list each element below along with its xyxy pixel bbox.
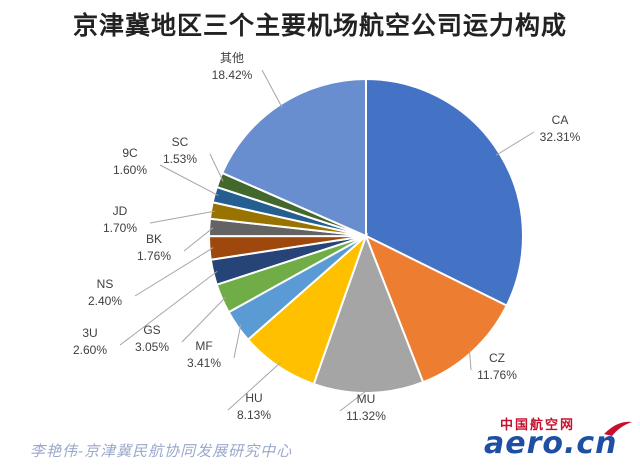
chart-title: 京津冀地区三个主要机场航空公司运力构成 (72, 11, 567, 40)
data-label-name-3U: 3U (82, 326, 97, 340)
data-label-name-BK: BK (146, 232, 162, 246)
data-label-value-GS: 3.05% (135, 340, 169, 354)
leader-line-CA (495, 131, 535, 156)
aero-cn-logo: 中国航空网 aero.cn (462, 414, 638, 468)
data-label-value-CA: 32.31% (540, 130, 581, 144)
data-label-value-3U: 2.60% (73, 343, 107, 357)
leader-line-CZ (468, 348, 472, 371)
source-credit: 李艳伟-京津冀民航协同发展研究中心 (30, 442, 293, 460)
data-label-name-MF: MF (195, 339, 212, 353)
leader-line-SC (209, 153, 224, 182)
data-label-value-SC: 1.53% (163, 152, 197, 166)
leader-line-GS (181, 296, 227, 343)
leader-line-3U (119, 271, 218, 346)
leader-line-9C (159, 164, 219, 197)
data-label-name-JD: JD (113, 204, 128, 218)
data-label-name-HU: HU (245, 391, 262, 405)
data-label-name-其他: 其他 (220, 51, 244, 65)
data-label-value-MU: 11.32% (346, 409, 386, 423)
leader-line-MF (233, 324, 242, 359)
logo-chinese-text: 中国航空网 (500, 418, 576, 433)
data-label-name-SC: SC (172, 135, 189, 149)
leader-line-HU (227, 362, 281, 411)
pie-slice-MU (312, 233, 425, 394)
leader-line-NS (134, 247, 214, 297)
data-label-value-CZ: 11.76% (477, 368, 517, 382)
leader-line-BK (183, 227, 214, 252)
data-label-name-9C: 9C (122, 146, 138, 160)
data-label-value-HU: 8.13% (237, 408, 271, 422)
data-label-name-MU: MU (357, 392, 376, 406)
plane-swoosh-icon (604, 421, 632, 436)
leader-line-其他 (261, 69, 283, 109)
pie-slice-CZ (364, 233, 509, 384)
logo-english-text: aero.cn (484, 426, 618, 461)
leader-line-JD (149, 210, 216, 224)
data-label-value-其他: 18.42% (212, 68, 253, 82)
data-label-value-NS: 2.40% (88, 294, 122, 308)
data-label-value-BK: 1.76% (137, 249, 171, 263)
data-label-value-MF: 3.41% (187, 356, 221, 370)
data-label-name-CZ: CZ (489, 351, 505, 365)
data-label-value-9C: 1.60% (113, 163, 147, 177)
data-label-name-CA: CA (552, 113, 569, 127)
data-label-name-NS: NS (97, 277, 114, 291)
leader-line-MU (339, 388, 369, 412)
data-label-name-GS: GS (143, 323, 160, 337)
data-label-value-JD: 1.70% (103, 221, 137, 235)
